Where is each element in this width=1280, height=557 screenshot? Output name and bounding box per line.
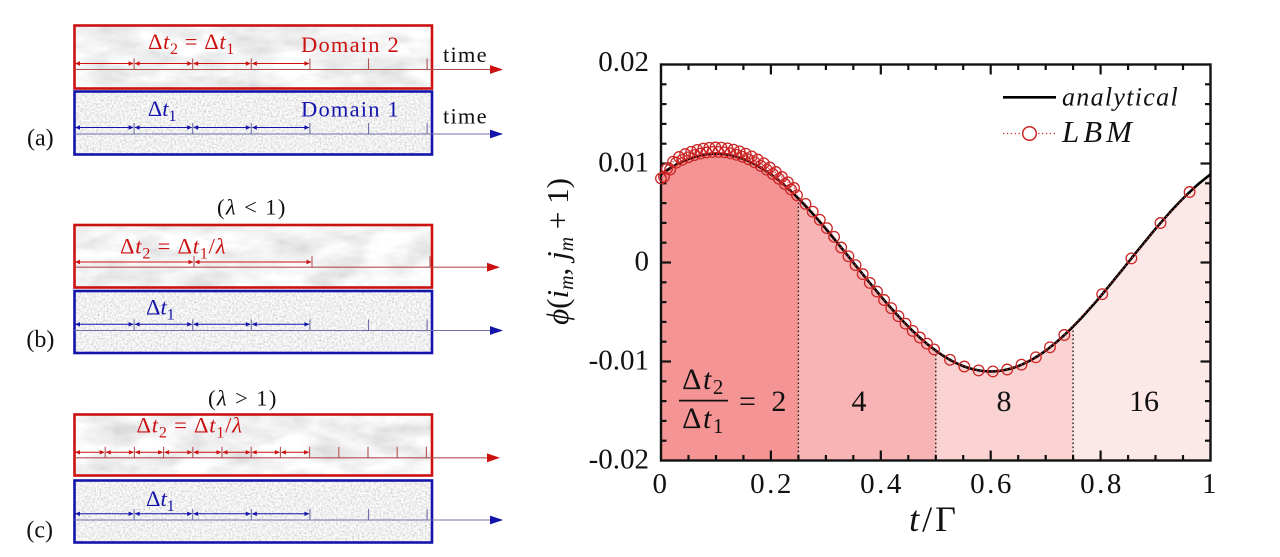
svg-text:Δt1: Δt1 bbox=[682, 402, 725, 438]
svg-text:analytical: analytical bbox=[1062, 83, 1179, 112]
svg-text:0.4: 0.4 bbox=[860, 468, 904, 500]
svg-text:0.02: 0.02 bbox=[598, 46, 649, 78]
svg-text:Domain 2: Domain 2 bbox=[301, 32, 400, 57]
svg-text:(c): (c) bbox=[26, 518, 53, 544]
svg-text:0: 0 bbox=[635, 246, 650, 278]
svg-text:0.2: 0.2 bbox=[750, 468, 794, 500]
svg-text:(λ < 1): (λ < 1) bbox=[217, 195, 287, 220]
svg-text:= 2: = 2 bbox=[739, 385, 790, 418]
svg-text:-0.02: -0.02 bbox=[589, 444, 649, 476]
svg-text:0.6: 0.6 bbox=[970, 468, 1014, 500]
svg-text:Δt2: Δt2 bbox=[682, 363, 725, 399]
svg-text:Δt2 = Δt1: Δt2 = Δt1 bbox=[148, 29, 235, 58]
svg-text:0.8: 0.8 bbox=[1080, 468, 1124, 500]
svg-text:(a): (a) bbox=[27, 126, 54, 152]
svg-text:time: time bbox=[443, 104, 488, 129]
svg-text:4: 4 bbox=[852, 385, 867, 418]
svg-text:-0.01: -0.01 bbox=[589, 345, 649, 377]
svg-text:(b): (b) bbox=[26, 327, 54, 353]
svg-text:Domain 1: Domain 1 bbox=[301, 97, 400, 122]
svg-text:Δt2 = Δt1/λ: Δt2 = Δt1/λ bbox=[137, 413, 243, 442]
svg-text:Δt2 = Δt1/λ: Δt2 = Δt1/λ bbox=[120, 234, 226, 263]
svg-text:0.01: 0.01 bbox=[598, 147, 649, 179]
svg-text:LBM: LBM bbox=[1061, 114, 1136, 149]
svg-text:Δt1: Δt1 bbox=[148, 96, 177, 125]
svg-text:0: 0 bbox=[653, 468, 670, 500]
svg-text:t/Γ: t/Γ bbox=[909, 499, 959, 539]
svg-text:8: 8 bbox=[997, 385, 1012, 418]
svg-text:ϕ(im, jm + 1): ϕ(im, jm + 1) bbox=[540, 178, 578, 325]
svg-text:(λ > 1): (λ > 1) bbox=[208, 385, 278, 410]
svg-text:16: 16 bbox=[1129, 385, 1159, 418]
svg-text:Δt1: Δt1 bbox=[146, 486, 175, 515]
svg-text:Δt1: Δt1 bbox=[146, 295, 175, 324]
svg-text:1: 1 bbox=[1202, 468, 1219, 500]
svg-text:time: time bbox=[443, 42, 488, 67]
